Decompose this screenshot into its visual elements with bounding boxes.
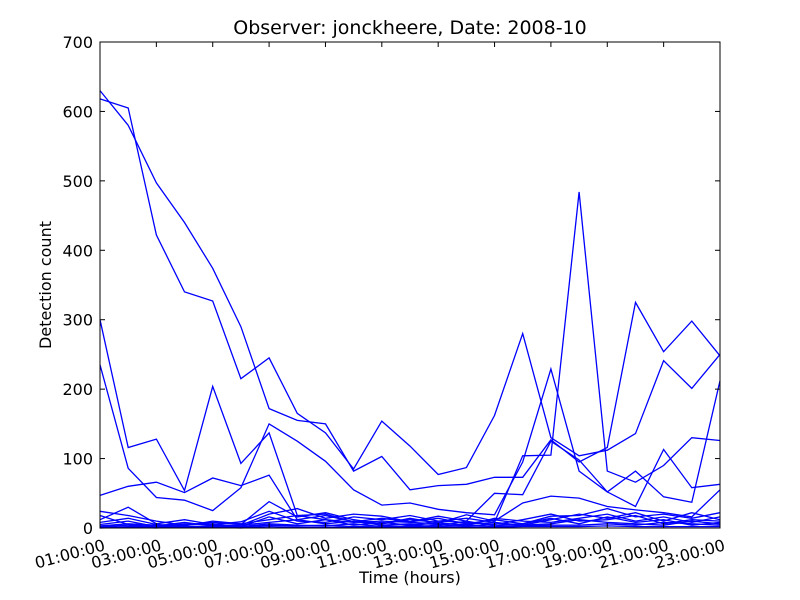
y-axis-label: Detection count [36, 221, 55, 349]
y-tick-label: 500 [62, 172, 93, 191]
series-line-9 [99, 513, 721, 527]
chart-title: Observer: jonckheere, Date: 2008-10 [233, 17, 587, 39]
y-tick-label: 300 [62, 311, 93, 330]
y-tick-label: 700 [62, 33, 93, 52]
series-line-1 [99, 90, 721, 491]
series-line-2 [99, 98, 721, 476]
y-tick-label: 100 [62, 450, 93, 469]
y-axis: 0 100 200 300 400 500 600 700 [62, 33, 720, 538]
series-line-4 [99, 364, 721, 516]
y-tick-label: 200 [62, 380, 93, 399]
y-tick-label: 400 [62, 241, 93, 260]
x-axis-label: Time (hours) [358, 568, 461, 587]
y-tick-label: 0 [83, 519, 93, 538]
series-line-13 [99, 521, 721, 528]
y-tick-label: 600 [62, 102, 93, 121]
series-line-12 [99, 519, 721, 528]
plot-frame [99, 41, 721, 529]
series-line-14 [99, 525, 720, 529]
series-layer [99, 90, 721, 529]
